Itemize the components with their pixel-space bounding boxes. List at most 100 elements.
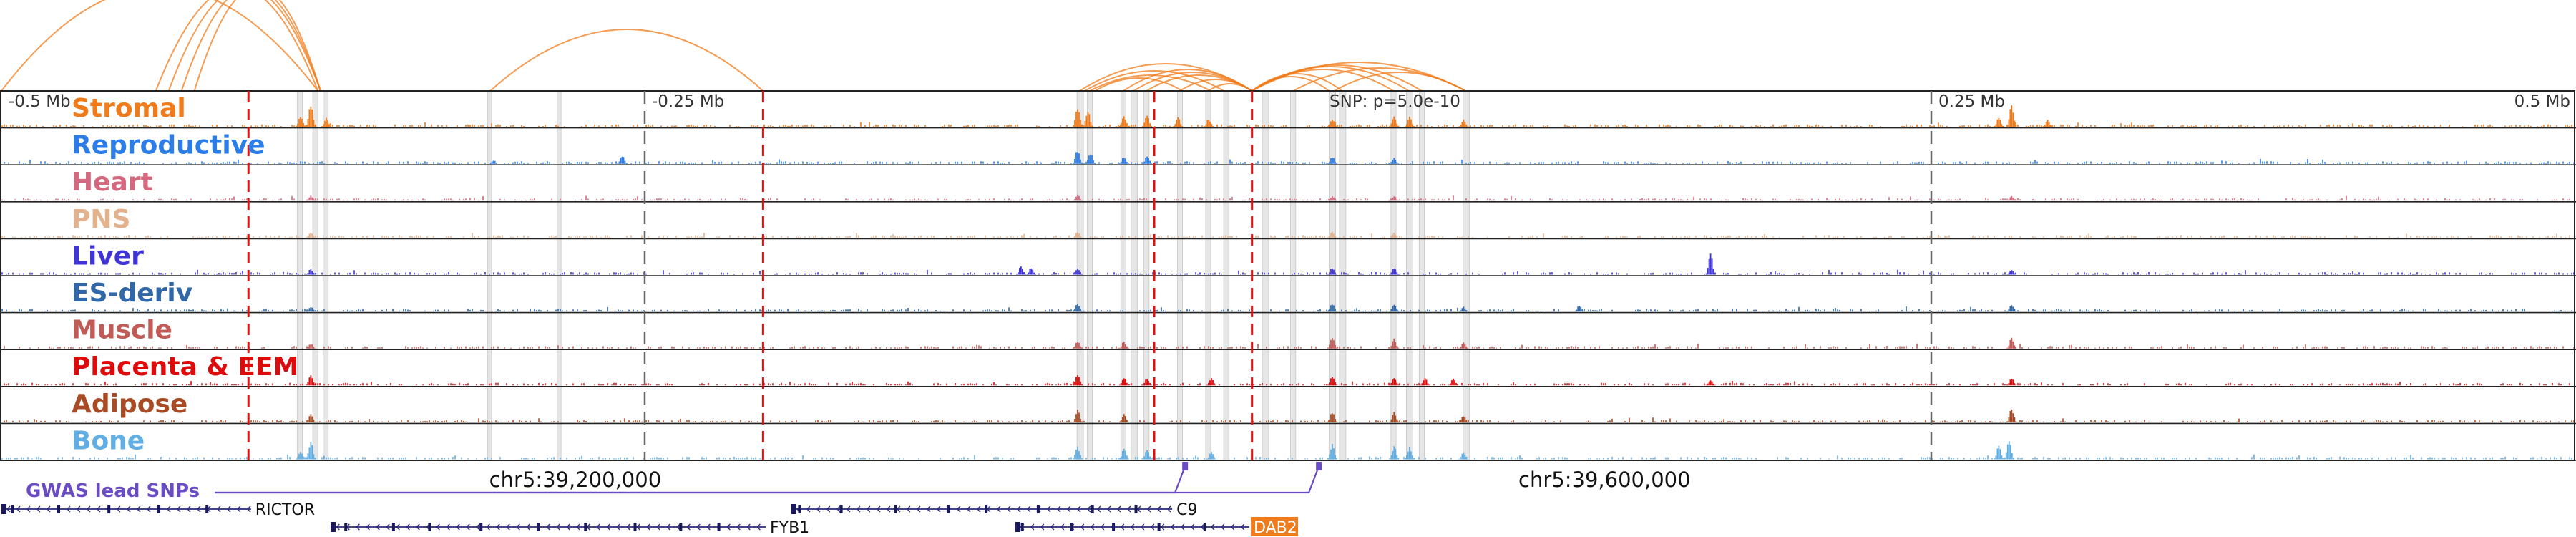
track-peak — [1405, 117, 1415, 127]
track-peak — [1389, 196, 1400, 201]
loop-arc — [1089, 74, 1211, 92]
track-peak — [296, 117, 306, 127]
track-peak — [306, 233, 315, 238]
exon — [985, 505, 988, 513]
exon — [791, 504, 796, 514]
track-peak — [1142, 379, 1152, 386]
track-background-signal — [4, 417, 2575, 422]
exon — [205, 505, 209, 513]
exon — [391, 523, 395, 531]
track-peak — [2004, 441, 2014, 460]
loop-arc — [489, 29, 764, 92]
track-peak — [1142, 450, 1152, 460]
exon — [1134, 505, 1138, 513]
gwas-connector — [215, 465, 1320, 494]
gene-label: RICTOR — [255, 501, 315, 519]
track-peak — [1327, 158, 1337, 164]
track-peak — [1173, 117, 1184, 127]
track-peak — [1327, 413, 1337, 422]
track-peak — [1389, 338, 1400, 349]
track-liver — [1, 253, 2575, 275]
track-peak — [1574, 306, 1585, 312]
track-background-signal — [1, 233, 2570, 238]
loop-arc — [193, 0, 321, 92]
track-stromal — [1, 105, 2572, 127]
track-peak — [306, 442, 316, 460]
track-background-signal — [1, 454, 2572, 460]
exon — [1015, 522, 1020, 532]
exon — [1036, 505, 1040, 513]
track-peak — [321, 117, 331, 127]
exon — [536, 523, 540, 531]
gene-label: DAB2 — [1254, 519, 1297, 537]
track-peak — [306, 268, 316, 275]
track-peak — [1206, 378, 1216, 386]
track-peak — [1085, 154, 1096, 164]
gene-label: C9 — [1176, 501, 1197, 519]
track-peak — [1118, 158, 1129, 164]
track-placenta-eem — [4, 375, 2570, 386]
track-peak — [1026, 268, 1037, 275]
track-peak — [1389, 378, 1400, 386]
track-peak — [1118, 342, 1129, 349]
loop-arc — [1, 0, 319, 92]
gene-fyb1: FYB1 — [331, 519, 809, 537]
gwas-connector — [215, 465, 1186, 494]
track-adipose — [4, 409, 2575, 422]
track-peak — [1327, 120, 1337, 127]
exon — [679, 523, 683, 531]
track-peak — [306, 106, 316, 127]
gwas-snp-marker — [1182, 462, 1189, 470]
track-peak — [1448, 378, 1458, 386]
exon — [946, 505, 950, 513]
track-peak — [489, 160, 497, 164]
track-peak — [2008, 196, 2017, 201]
track-peak — [1458, 452, 1469, 460]
axis-tick-label: 0.25 Mb — [1938, 92, 2005, 111]
exon — [1203, 523, 1206, 531]
track-heart — [1, 194, 2570, 201]
exon — [894, 505, 897, 513]
track-peak — [1073, 410, 1083, 422]
loop-arc — [1334, 72, 1466, 92]
track-label: Bone — [72, 426, 145, 455]
track-peak — [1206, 452, 1216, 460]
track-peak — [1327, 304, 1337, 312]
track-peak — [1073, 304, 1083, 312]
exon — [107, 505, 111, 513]
track-peak — [2006, 379, 2017, 386]
track-background-signal — [4, 381, 2570, 386]
exon — [1020, 523, 1024, 531]
track-peak — [1994, 445, 2004, 460]
axis-tick-label: -0.5 Mb — [9, 92, 71, 111]
exon — [157, 505, 160, 513]
track-peak — [296, 452, 306, 460]
loop-arc — [1084, 70, 1224, 92]
track-peak — [1389, 268, 1400, 275]
track-peak — [1994, 117, 2004, 127]
loop-arc — [1207, 83, 1253, 92]
gene-label: FYB1 — [770, 519, 809, 537]
loop-arc — [180, 0, 321, 92]
track-peak — [1073, 232, 1083, 238]
track-peak — [2006, 270, 2016, 275]
track-label: Stromal — [72, 94, 186, 123]
track-peak — [1073, 342, 1083, 349]
track-peak — [1389, 116, 1400, 127]
track-background-signal — [1, 122, 2572, 127]
track-peak — [617, 156, 628, 164]
track-peak — [1118, 448, 1129, 460]
track-peak — [2042, 120, 2053, 127]
track-peak — [1327, 231, 1337, 238]
track-label: PNS — [72, 205, 130, 234]
coordinate-label: chr5:39,600,000 — [1518, 468, 1691, 492]
track-background-signal — [4, 343, 2575, 349]
center-snp-label: SNP: p=5.0e-10 — [1330, 92, 1460, 111]
coordinate-label: chr5:39,200,000 — [489, 468, 662, 492]
exon — [1091, 505, 1094, 513]
exon — [798, 505, 801, 513]
axis-tick-label: -0.25 Mb — [652, 92, 724, 111]
track-peak — [1420, 378, 1430, 386]
track-bone — [1, 441, 2572, 460]
track-label: Heart — [72, 168, 153, 197]
